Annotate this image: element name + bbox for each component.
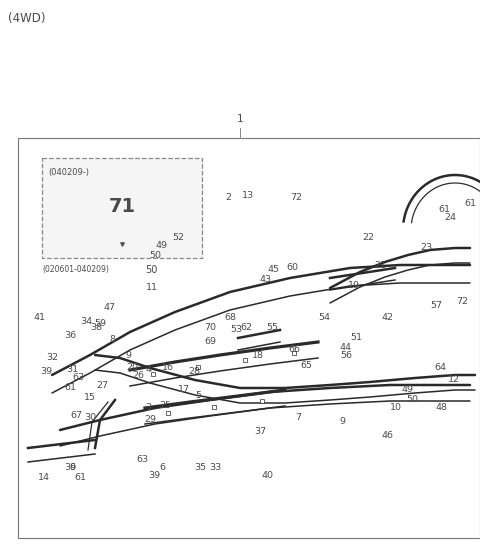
- Text: 2: 2: [225, 193, 231, 201]
- Text: 33: 33: [209, 464, 221, 473]
- Text: 27: 27: [96, 380, 108, 390]
- Text: 49: 49: [402, 385, 414, 395]
- Text: 4: 4: [145, 365, 151, 374]
- Text: 56: 56: [340, 351, 352, 359]
- Text: 42: 42: [382, 314, 394, 322]
- Text: 70: 70: [204, 323, 216, 332]
- Text: 7: 7: [295, 413, 301, 422]
- Text: 61: 61: [438, 205, 450, 215]
- Text: 25: 25: [159, 401, 171, 410]
- Text: 43: 43: [260, 275, 272, 284]
- Text: 72: 72: [456, 298, 468, 306]
- Text: 63: 63: [136, 455, 148, 464]
- Text: 53: 53: [230, 326, 242, 335]
- Text: 29: 29: [144, 416, 156, 424]
- Text: 68: 68: [224, 314, 236, 322]
- Text: 3: 3: [145, 404, 151, 412]
- Text: 60: 60: [286, 263, 298, 273]
- Text: 30: 30: [84, 413, 96, 422]
- Text: 67: 67: [70, 411, 82, 420]
- Text: 26: 26: [132, 370, 144, 380]
- Text: 48: 48: [436, 404, 448, 412]
- Text: 40: 40: [262, 470, 274, 480]
- Text: 13: 13: [242, 190, 254, 199]
- Text: 39: 39: [40, 368, 52, 376]
- Text: 11: 11: [146, 284, 158, 293]
- Text: 28: 28: [188, 368, 200, 376]
- Text: 50: 50: [406, 395, 418, 405]
- Text: 57: 57: [430, 300, 442, 310]
- Text: (4WD): (4WD): [8, 12, 46, 25]
- Text: 52: 52: [172, 233, 184, 242]
- Text: 5: 5: [195, 390, 201, 400]
- Text: 44: 44: [340, 343, 352, 353]
- Text: 61: 61: [64, 384, 76, 392]
- Text: 20: 20: [126, 364, 138, 373]
- Text: 50: 50: [149, 252, 161, 261]
- Text: 69: 69: [204, 337, 216, 347]
- Text: 18: 18: [252, 351, 264, 359]
- Text: 59: 59: [94, 319, 106, 327]
- Text: 63: 63: [72, 374, 84, 383]
- Text: 34: 34: [80, 317, 92, 326]
- Text: 38: 38: [90, 323, 102, 332]
- Text: 39: 39: [64, 464, 76, 473]
- Text: 9: 9: [339, 417, 345, 427]
- Text: 55: 55: [266, 323, 278, 332]
- Text: 54: 54: [318, 314, 330, 322]
- Text: 24: 24: [444, 214, 456, 222]
- Text: 9: 9: [125, 351, 131, 359]
- Text: 49: 49: [156, 241, 168, 250]
- Text: 12: 12: [448, 375, 460, 385]
- Text: 1: 1: [237, 114, 243, 124]
- Text: 6: 6: [159, 464, 165, 473]
- Text: 6: 6: [69, 464, 75, 473]
- Text: 41: 41: [34, 314, 46, 322]
- Text: 36: 36: [64, 331, 76, 339]
- Text: 37: 37: [254, 427, 266, 437]
- Text: 32: 32: [46, 353, 58, 363]
- Text: 8: 8: [109, 336, 115, 344]
- Text: 72: 72: [290, 194, 302, 203]
- Text: 10: 10: [390, 404, 402, 412]
- Text: 64: 64: [434, 364, 446, 373]
- Text: 23: 23: [420, 243, 432, 252]
- Text: 61: 61: [464, 199, 476, 208]
- Text: 15: 15: [84, 394, 96, 402]
- Text: 14: 14: [38, 474, 50, 482]
- Text: 62: 62: [240, 323, 252, 332]
- Text: (040209-): (040209-): [48, 168, 89, 177]
- Text: 50: 50: [145, 265, 157, 275]
- Text: 17: 17: [178, 385, 190, 395]
- Text: 61: 61: [74, 474, 86, 482]
- Text: 19: 19: [348, 280, 360, 289]
- Text: 51: 51: [350, 333, 362, 342]
- Text: 22: 22: [362, 232, 374, 242]
- Text: 65: 65: [300, 360, 312, 369]
- Text: 35: 35: [194, 464, 206, 473]
- Text: 45: 45: [268, 266, 280, 274]
- Text: (020601-040209): (020601-040209): [42, 265, 109, 274]
- FancyBboxPatch shape: [42, 158, 202, 258]
- Text: 31: 31: [66, 365, 78, 374]
- Bar: [18, 138, 480, 538]
- Text: 71: 71: [108, 197, 135, 215]
- Text: 47: 47: [104, 304, 116, 312]
- Text: 66: 66: [288, 346, 300, 354]
- Text: 39: 39: [148, 470, 160, 480]
- Text: 46: 46: [382, 431, 394, 439]
- Text: 16: 16: [162, 363, 174, 371]
- Text: 21: 21: [374, 261, 386, 269]
